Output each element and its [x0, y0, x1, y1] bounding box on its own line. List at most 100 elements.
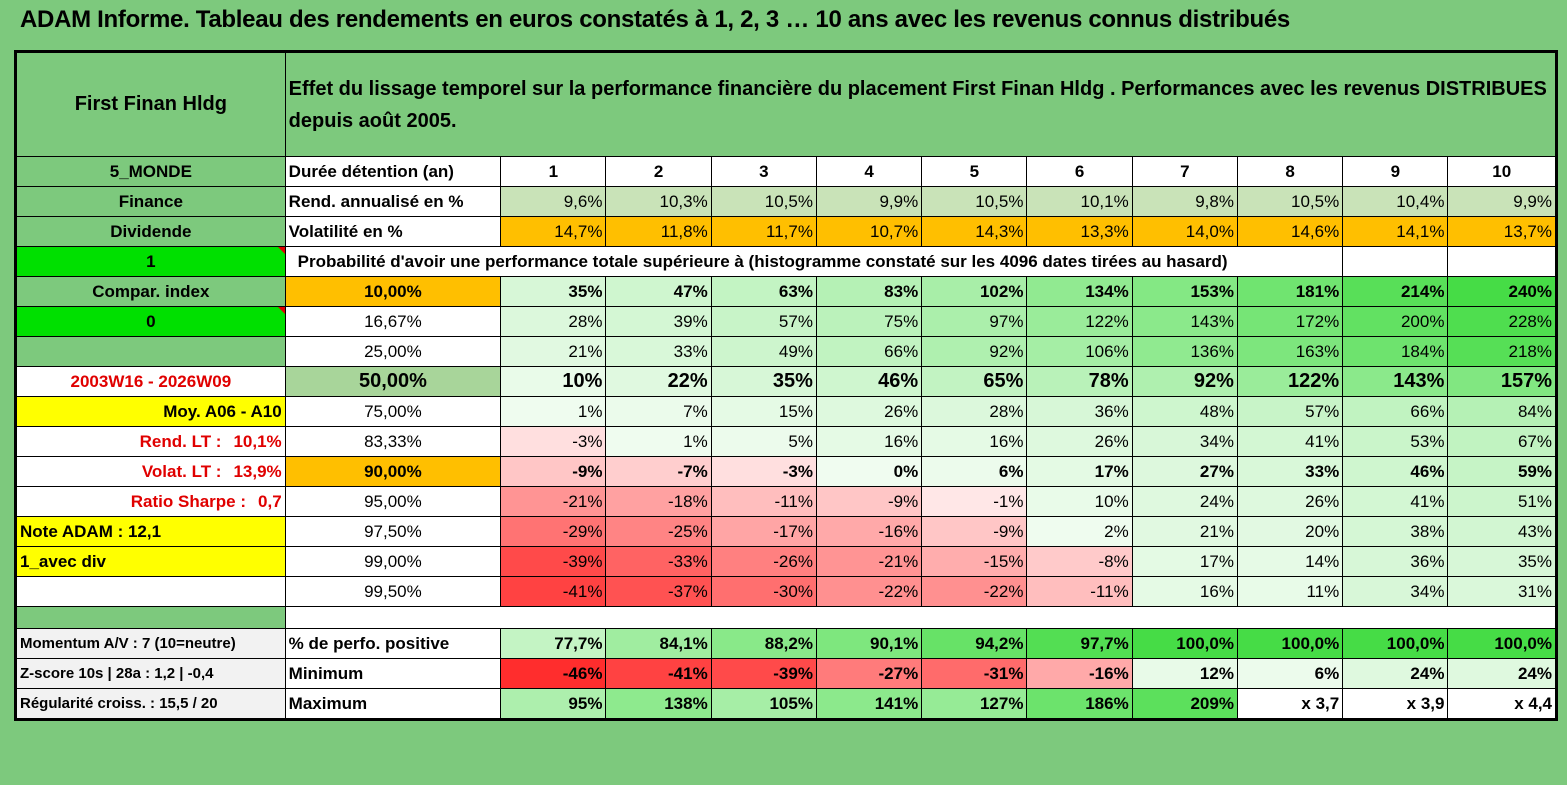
prob-value: 106% — [1026, 336, 1133, 367]
rend-value: 10,5% — [1236, 186, 1344, 217]
rend-value: 10,4% — [1342, 186, 1449, 217]
prob-value: 10% — [500, 366, 607, 397]
rend-value: 9,9% — [815, 186, 923, 217]
prob-value: -29% — [500, 516, 607, 547]
empty-label — [16, 336, 286, 367]
vol-value: 13,3% — [1026, 216, 1133, 247]
duration-header: 5 — [921, 156, 1028, 187]
probability-threshold: 99,50% — [284, 576, 502, 607]
zscore-label: Z-score 10s | 28a : 1,2 | -0,4 — [16, 658, 286, 689]
max-value: 138% — [605, 688, 712, 719]
prob-value: 214% — [1342, 276, 1449, 307]
min-value: -41% — [605, 658, 712, 689]
duration-header: 9 — [1342, 156, 1449, 187]
prob-value: 21% — [500, 336, 607, 367]
prob-row: 99,50% -41% -37% -30% -22% -22% -11% 16% 11% 34% 3… — [16, 576, 1556, 607]
prob-value: 67% — [1447, 426, 1556, 457]
prob-value: 36% — [1342, 546, 1449, 577]
max-row: Régularité croiss. : 15,5 / 20 Maximum 95%… — [16, 688, 1556, 719]
prob-value: 1% — [605, 426, 712, 457]
duration-header: 6 — [1026, 156, 1133, 187]
prob-value: 53% — [1342, 426, 1449, 457]
prob-value: 41% — [1342, 486, 1449, 517]
prob-value: 33% — [605, 336, 712, 367]
prob-value: 15% — [710, 396, 817, 427]
prob-value: 34% — [1131, 426, 1238, 457]
prob-value: 200% — [1342, 306, 1449, 337]
region-label: 5_MONDE — [16, 156, 286, 187]
pos-value: 100,0% — [1447, 628, 1556, 659]
prob-value: 16% — [1131, 576, 1238, 607]
regularite-label: Régularité croiss. : 15,5 / 20 — [16, 688, 286, 719]
max-value: 141% — [815, 688, 923, 719]
prob-value: 153% — [1131, 276, 1238, 307]
prob-value: 92% — [1131, 366, 1238, 397]
prob-value: -25% — [605, 516, 712, 547]
prob-value: 46% — [815, 366, 923, 397]
duration-header: 7 — [1131, 156, 1238, 187]
report-title: ADAM Informe. Tableau des rendements en … — [0, 0, 1567, 40]
probability-threshold: 10,00% — [284, 276, 502, 307]
prob-value: 2% — [1026, 516, 1133, 547]
pos-value: 88,2% — [710, 628, 817, 659]
prob-value: -9% — [815, 486, 923, 517]
vol-value: 13,7% — [1447, 216, 1556, 247]
metric-value: 0,7 — [258, 491, 282, 511]
prob-row: Volat. LT : 13,9% 90,00% -9% -7% -3% 0% 6% 17% 27… — [16, 456, 1556, 487]
prob-value: 35% — [1447, 546, 1556, 577]
prob-value: 26% — [1236, 486, 1344, 517]
prob-value: 22% — [605, 366, 712, 397]
prob-value: -15% — [921, 546, 1028, 577]
duration-header: 1 — [500, 156, 607, 187]
prob-value: 5% — [710, 426, 817, 457]
prob-value: 10% — [1026, 486, 1133, 517]
one-flag: 1 — [16, 246, 286, 277]
prob-value: 49% — [710, 336, 817, 367]
max-value: x 4,4 — [1447, 688, 1556, 719]
probability-threshold: 16,67% — [284, 306, 502, 337]
rend-value: 10,3% — [605, 186, 712, 217]
pos-row: Momentum A/V : 7 (10=neutre)% de perfo. … — [16, 628, 1556, 659]
prob-value: 34% — [1342, 576, 1449, 607]
pos-value: 94,2% — [921, 628, 1028, 659]
pos-value: 100,0% — [1236, 628, 1344, 659]
min-value: 24% — [1342, 658, 1449, 689]
prob-value: -22% — [921, 576, 1028, 607]
dividend-label: Dividende — [16, 216, 286, 247]
prob-value: 7% — [605, 396, 712, 427]
prob-value: 41% — [1236, 426, 1344, 457]
prob-value: -17% — [710, 516, 817, 547]
prob-value: -21% — [500, 486, 607, 517]
pos-value: 84,1% — [605, 628, 712, 659]
probability-threshold: 90,00% — [284, 456, 502, 487]
min-value: 12% — [1131, 658, 1238, 689]
prob-value: 11% — [1236, 576, 1344, 607]
rend-value: 10,1% — [1026, 186, 1133, 217]
min-value: -27% — [815, 658, 923, 689]
prob-value: 157% — [1447, 366, 1556, 397]
prob-value: 75% — [815, 306, 923, 337]
max-value: 127% — [921, 688, 1028, 719]
prob-value: 78% — [1026, 366, 1133, 397]
spacer — [284, 606, 1557, 629]
rend-lt: Rend. LT : 10,1% — [16, 426, 286, 457]
empty-label — [16, 576, 286, 607]
prob-value: 218% — [1447, 336, 1556, 367]
volat-lt: Volat. LT : 13,9% — [16, 456, 286, 487]
rend-value: 9,6% — [500, 186, 607, 217]
max-value: 105% — [710, 688, 817, 719]
prob-value: 0% — [815, 456, 923, 487]
empty-cell — [1342, 246, 1449, 277]
prob-value: 63% — [710, 276, 817, 307]
probability-threshold: 50,00% — [284, 366, 502, 397]
prob-value: 21% — [1131, 516, 1238, 547]
zero-flag: 0 — [16, 306, 286, 337]
prob-value: 136% — [1131, 336, 1238, 367]
prob-value: 38% — [1342, 516, 1449, 547]
prob-row: 1_avec div 99,00% -39% -33% -26% -21% -15% -8% 1… — [16, 546, 1556, 577]
prob-row: Note ADAM : 12,1 97,50% -29% -25% -17% -16% -9… — [16, 516, 1556, 547]
vol-value: 10,7% — [815, 216, 923, 247]
sector-label: Finance — [16, 186, 286, 217]
prob-value: 31% — [1447, 576, 1556, 607]
prob-value: 35% — [710, 366, 817, 397]
